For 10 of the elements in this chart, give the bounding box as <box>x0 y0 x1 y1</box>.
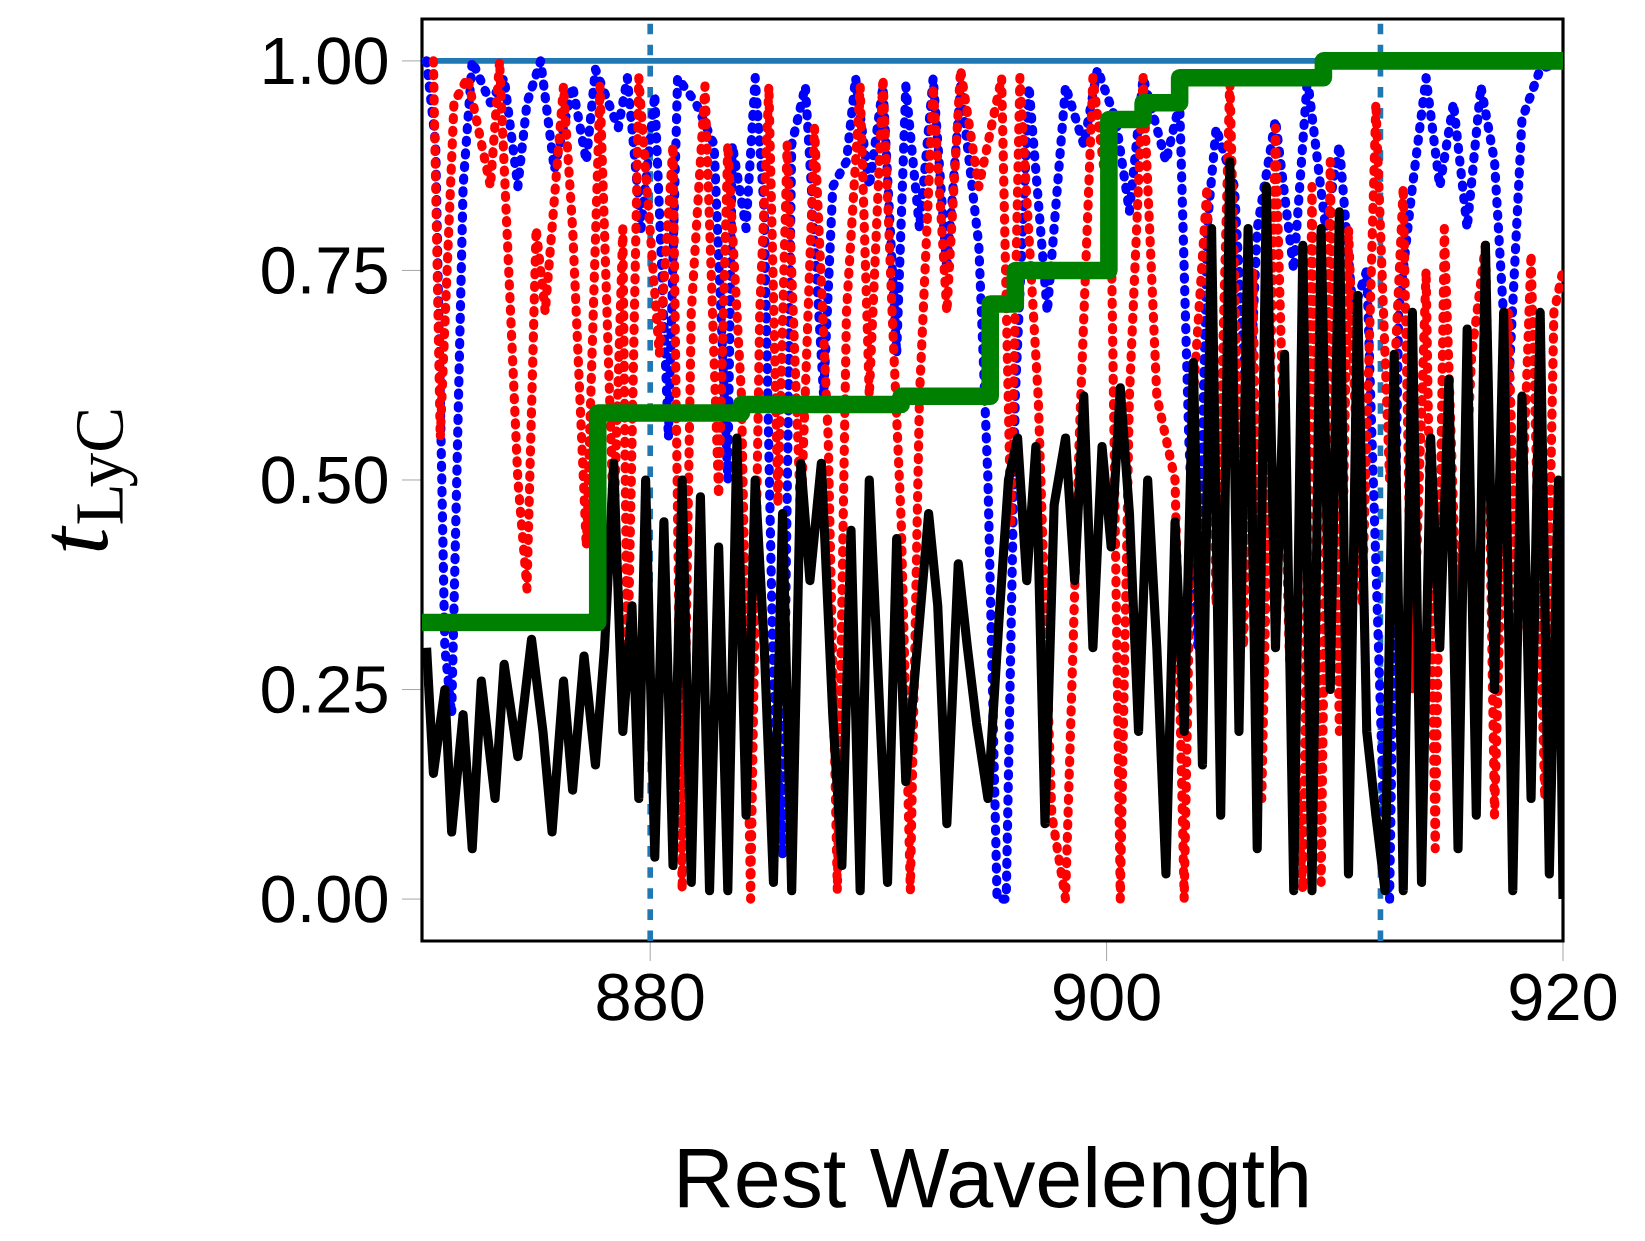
y-axis-title: t$_{LyC}$ <box>51 410 138 551</box>
y-tick-label: 0.00 <box>262 875 387 923</box>
x-axis-title: Rest Wavelength <box>679 1146 1307 1225</box>
x-tick-label: 900 <box>1054 973 1160 1021</box>
x-tick-label: 920 <box>1510 973 1617 1021</box>
y-tick-label: 0.50 <box>262 456 387 504</box>
y-tick-label: 0.25 <box>262 665 387 714</box>
y-tick-label: 1.00 <box>264 37 387 85</box>
y-tick-label: 0.75 <box>262 246 387 295</box>
x-tick-label: 880 <box>597 973 704 1021</box>
